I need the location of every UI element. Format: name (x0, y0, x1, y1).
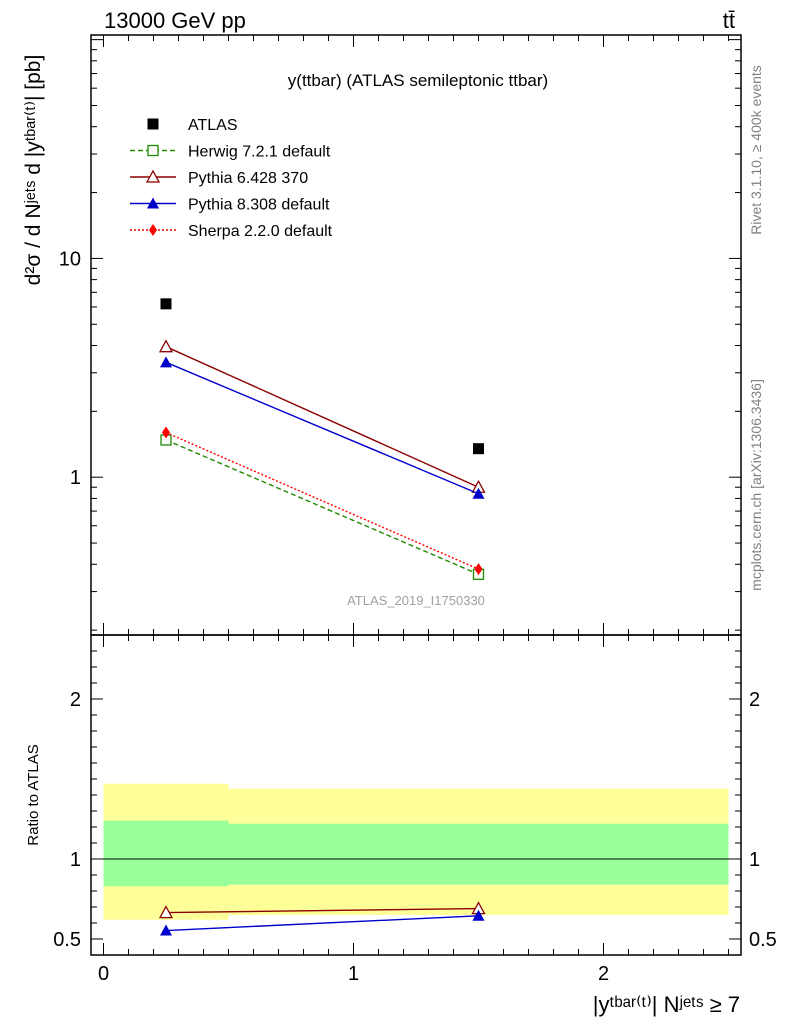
ratio-y-tick-label-right: 2 (749, 689, 760, 711)
band-stat-1 (228, 823, 729, 885)
ratio-point-pythia-8-308-default (472, 909, 485, 921)
header-left: 13000 GeV pp (104, 8, 246, 33)
y-tick-label: 1 (70, 467, 81, 489)
legend-marker-sherpa-2-2-0-default (149, 224, 157, 236)
x-tick-label: 0 (98, 963, 109, 985)
legend-label-herwig-7-2-1-default: Herwig 7.2.1 default (188, 144, 331, 161)
legend-marker-pythia-6-428-370 (145, 169, 161, 183)
data-point-sherpa-2-2-0-default (162, 426, 170, 439)
series-line-pythia-6-428-370 (165, 346, 479, 488)
x-tick-label: 2 (598, 963, 609, 985)
legend-label-pythia-6-428-370: Pythia 6.428 370 (188, 170, 308, 187)
legend-label-sherpa-2-2-0-default: Sherpa 2.2.0 default (188, 223, 333, 240)
ratio-line-pythia-6-428-370 (165, 907, 479, 914)
ratio-point-pythia-6-428-370 (158, 905, 174, 919)
ratio-y-tick-label: 1 (70, 849, 81, 871)
legend-label-atlas: ATLAS (188, 117, 238, 134)
main-series (158, 298, 486, 580)
legend: ATLAS Herwig 7.2.1 default Pythia 6.428 37… (130, 117, 333, 240)
band-stat-0 (103, 820, 229, 887)
ratio-series (158, 901, 486, 936)
mcplots-source-label: mcplots.cern.ch [arXiv:1306.3436] (748, 379, 764, 591)
data-point-atlas (473, 443, 484, 455)
tick-labels: 1 10 0.5 0.5 1 1 2 2 0 1 2 (53, 248, 777, 985)
legend-label-pythia-8-308-default: Pythia 8.308 default (188, 197, 330, 214)
ratio-y-tick-label-right: 0.5 (749, 929, 777, 951)
series-line-sherpa-2-2-0-default (165, 431, 479, 570)
header-right: tt̄ (723, 8, 735, 33)
analysis-watermark: ATLAS_2019_I1750330 (347, 593, 485, 608)
ratio-y-tick-label: 2 (70, 689, 81, 711)
data-point-pythia-8-308-default (160, 356, 172, 368)
data-point-sherpa-2-2-0-default (474, 563, 483, 576)
ratio-y-tick-label: 0.5 (53, 929, 81, 951)
ratio-y-tick-label-right: 1 (749, 849, 760, 871)
ratio-line-pythia-8-308-default (165, 915, 479, 932)
series-line-herwig-7-2-1-default (165, 439, 479, 575)
ratio-y-axis-label: Ratio to ATLAS (25, 744, 42, 845)
y-axis-label: d²σ / d Nʲᵉᵗˢ d |yᵗᵇᵃʳ⁽ᵗ⁾| [pb] (22, 55, 45, 286)
ratio-bands (103, 783, 729, 920)
ratio-point-pythia-8-308-default (160, 924, 172, 936)
x-axis-label: |yᵗᵇᵃʳ⁽ᵗ⁾| Nʲᵉᵗˢ ≥ 7 (593, 992, 740, 1017)
legend-marker-pythia-8-308-default (147, 197, 159, 209)
y-tick-label: 10 (59, 248, 81, 270)
series-line-pythia-8-308-default (165, 361, 479, 495)
rivet-version-label: Rivet 3.1.10, ≥ 400k events (748, 65, 764, 235)
legend-marker-atlas (147, 118, 159, 130)
x-tick-label: 1 (348, 963, 359, 985)
legend-marker-herwig-7-2-1-default (147, 144, 159, 157)
chart-title: y(ttbar) (ATLAS semileptonic ttbar) (288, 71, 548, 90)
axis-ticks (91, 35, 741, 955)
data-point-pythia-8-308-default (472, 487, 485, 499)
data-point-pythia-6-428-370 (158, 339, 174, 353)
data-point-atlas (160, 298, 172, 310)
